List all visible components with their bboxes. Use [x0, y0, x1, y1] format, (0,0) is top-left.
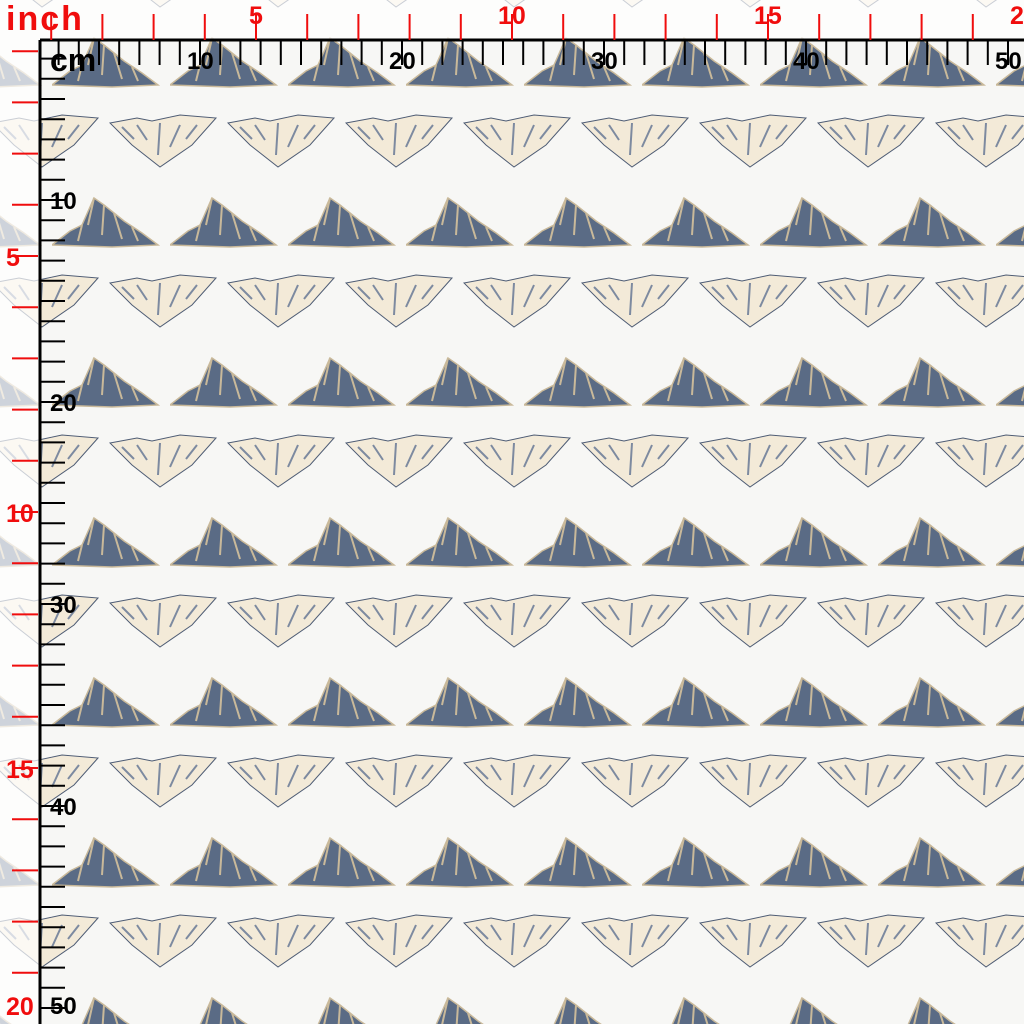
- cm-label-top: 20: [389, 48, 416, 75]
- cm-label-left: 30: [50, 592, 77, 619]
- inch-label-top: 20: [1010, 2, 1024, 30]
- cm-label-top: 40: [793, 48, 820, 75]
- inch-label-top: 5: [249, 2, 263, 30]
- cm-label-top: 10: [187, 48, 214, 75]
- cm-label-left: 10: [50, 188, 77, 215]
- cm-label-top: 30: [591, 48, 618, 75]
- cm-label-left: 40: [50, 794, 77, 821]
- inch-label-left: 20: [6, 993, 34, 1021]
- cm-label-left: 50: [50, 993, 77, 1020]
- cm-label-left: 20: [50, 390, 77, 417]
- inch-label-left: 5: [6, 244, 20, 272]
- cm-label-top: 50: [995, 48, 1022, 75]
- inch-label-left: 15: [6, 756, 34, 784]
- inch-label-top: 10: [498, 2, 526, 30]
- inch-unit-label: inch: [6, 0, 84, 38]
- inch-label-top: 15: [754, 2, 782, 30]
- cm-unit-label: cm: [50, 42, 97, 78]
- ruler-left-fade: [0, 40, 40, 1024]
- inch-label-left: 10: [6, 500, 34, 528]
